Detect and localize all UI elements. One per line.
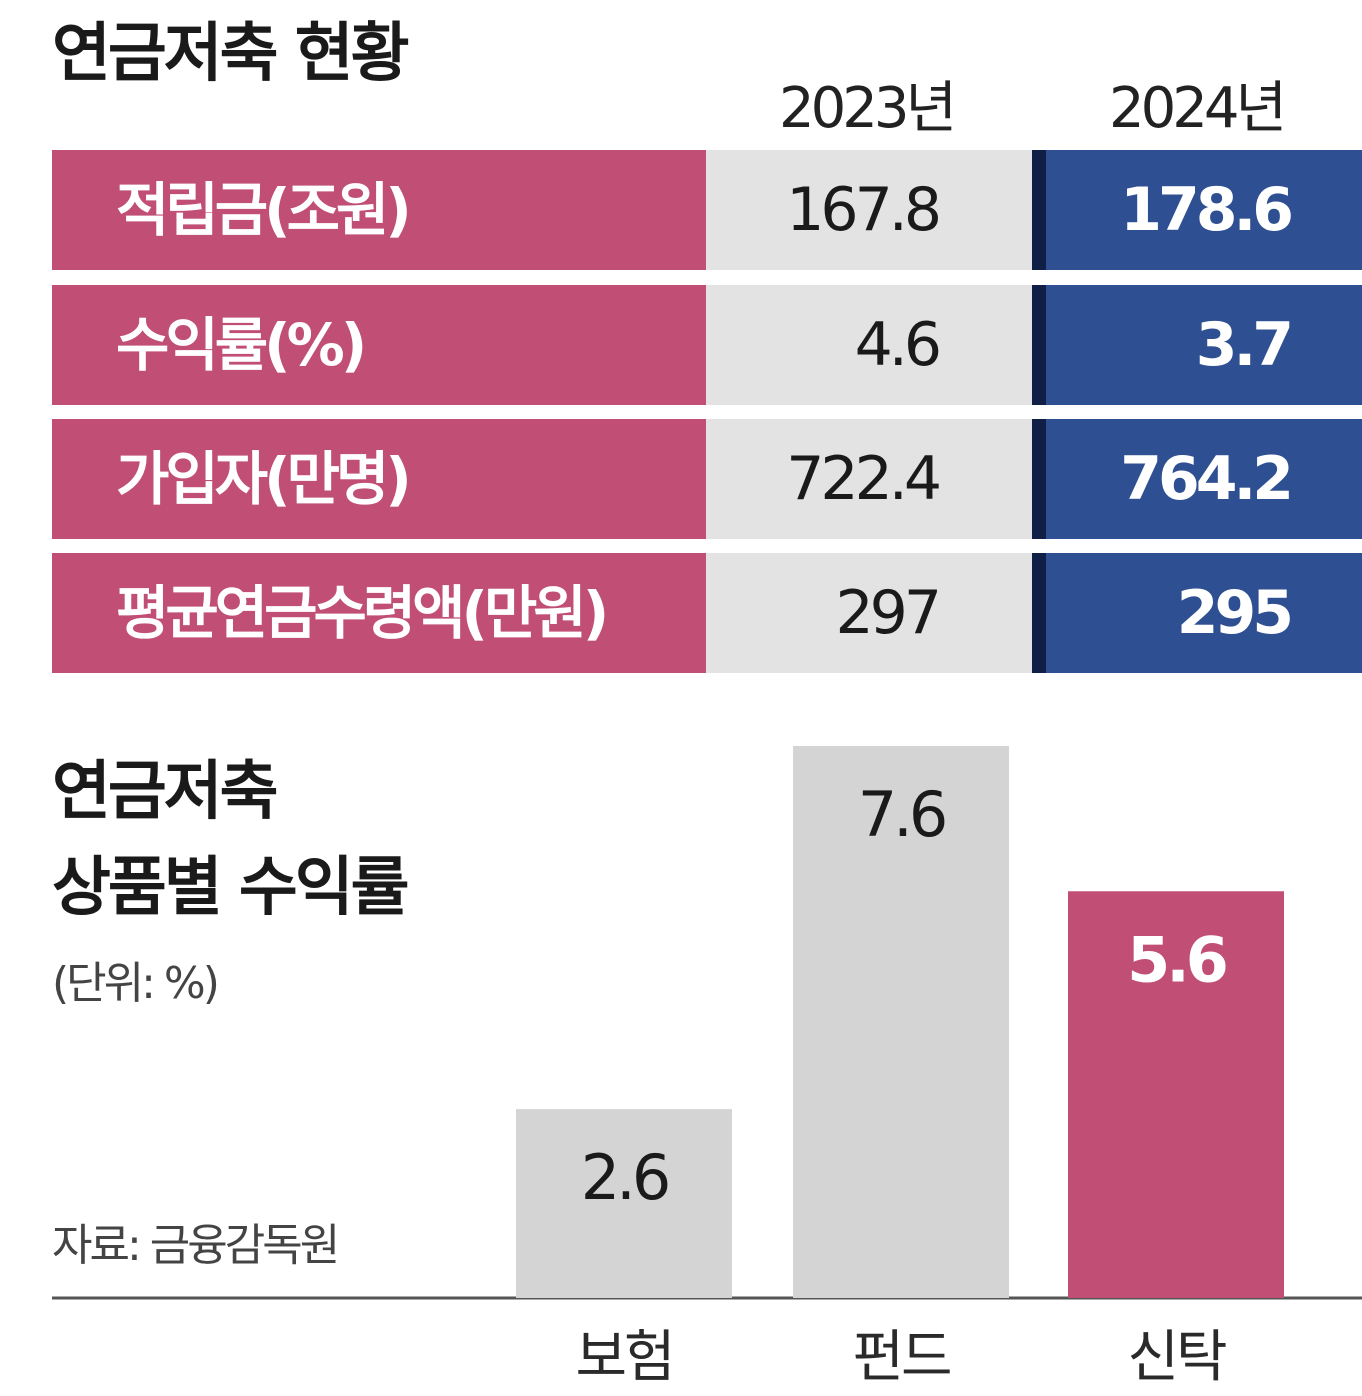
bar-신탁 xyxy=(1068,891,1284,1298)
table-row: 적립금(조원) 167.8 178.6 xyxy=(52,150,1362,270)
chart-unit-label: (단위: %) xyxy=(52,958,220,1009)
category-label: 신탁 xyxy=(1127,1325,1226,1390)
category-label: 보험 xyxy=(575,1325,672,1390)
value-2024: 295 xyxy=(1032,553,1362,673)
table-row: 가입자(만명) 722.4 764.2 xyxy=(52,419,1362,539)
bar-value-label: 7.6 xyxy=(858,778,945,851)
category-label: 펀드 xyxy=(852,1325,950,1390)
value-2023: 4.6 xyxy=(706,285,1036,405)
value-2024: 764.2 xyxy=(1032,419,1362,539)
bar-보험 xyxy=(516,1109,732,1298)
row-label: 수익률(%) xyxy=(52,285,706,405)
table-title: 연금저축 현황 xyxy=(52,17,410,91)
value-2024: 178.6 xyxy=(1032,150,1362,270)
table-row: 평균연금수령액(만원) 297 295 xyxy=(52,553,1362,673)
bar-펀드 xyxy=(793,746,1009,1298)
value-2023: 297 xyxy=(706,553,1036,673)
bar-value-label: 2.6 xyxy=(581,1141,668,1214)
value-2023: 167.8 xyxy=(706,150,1036,270)
table-row: 수익률(%) 4.6 3.7 xyxy=(52,285,1362,405)
chart-title-line-1: 연금저축 xyxy=(52,755,279,829)
row-label: 적립금(조원) xyxy=(52,150,706,270)
source-note: 자료: 금융감독원 xyxy=(52,1220,340,1271)
chart-title-line-2: 상품별 수익률 xyxy=(52,851,410,925)
value-2024: 3.7 xyxy=(1032,285,1362,405)
row-label: 평균연금수령액(만원) xyxy=(52,553,706,673)
value-2023: 722.4 xyxy=(706,419,1036,539)
bar-value-label: 5.6 xyxy=(1127,923,1226,996)
row-label: 가입자(만명) xyxy=(52,419,706,539)
year-header-2023: 2023년 xyxy=(778,76,957,141)
year-header-2024: 2024년 xyxy=(1108,76,1287,141)
